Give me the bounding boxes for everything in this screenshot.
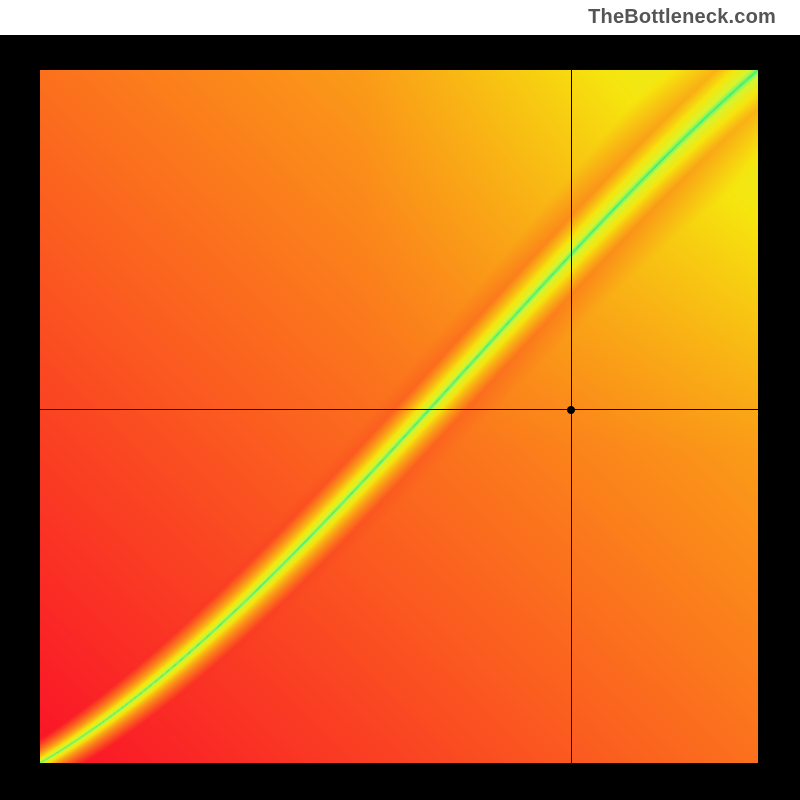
selection-marker[interactable] (567, 406, 575, 414)
crosshair-horizontal (40, 409, 758, 410)
watermark-text: TheBottleneck.com (588, 6, 776, 29)
bottleneck-heatmap (40, 70, 758, 763)
page-root: TheBottleneck.com (0, 0, 800, 800)
crosshair-vertical (571, 70, 572, 763)
